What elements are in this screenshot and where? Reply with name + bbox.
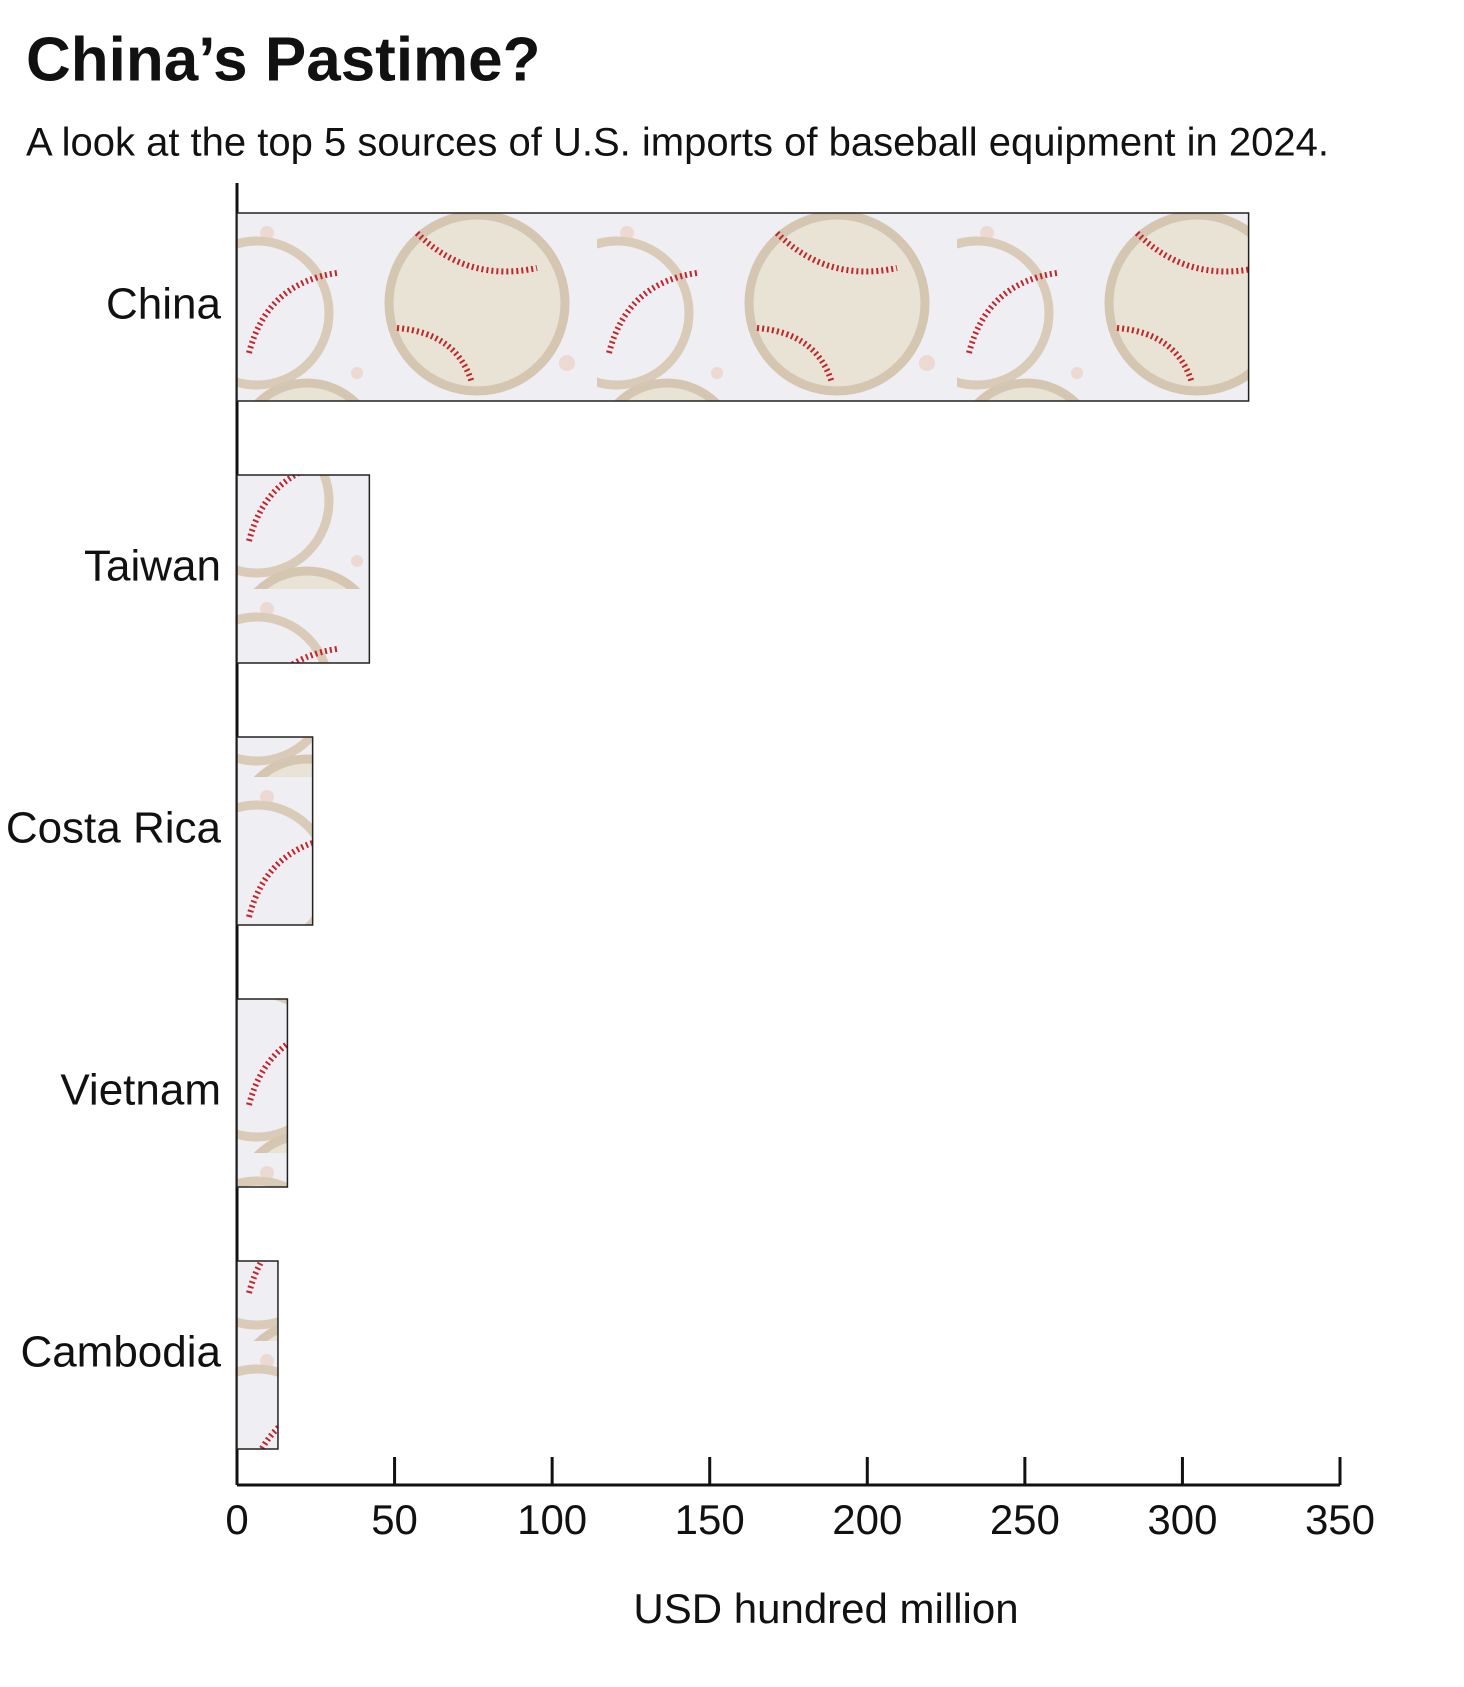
y-tick-label: Taiwan [84,542,221,591]
x-axis-label: USD hundred million [633,1585,1018,1632]
bar [236,212,1250,402]
y-tick-label: Cambodia [20,1328,221,1377]
x-tick-label: 200 [832,1496,902,1543]
bar [236,736,314,926]
y-tick-label: China [106,280,221,329]
x-tick-label: 350 [1305,1496,1375,1543]
bar [236,474,371,664]
bar [236,1260,279,1450]
chart-title: China’s Pastime? [26,25,541,94]
x-tick-label: 0 [225,1496,248,1543]
x-tick-label: 100 [517,1496,587,1543]
y-tick-label: Vietnam [60,1066,221,1115]
bar [236,998,289,1188]
y-tick-label: Costa Rica [6,804,222,853]
chart-subtitle: A look at the top 5 sources of U.S. impo… [26,121,1329,165]
x-tick-label: 50 [371,1496,418,1543]
x-tick-label: 150 [675,1496,745,1543]
x-tick-label: 300 [1147,1496,1217,1543]
x-tick-label: 250 [990,1496,1060,1543]
